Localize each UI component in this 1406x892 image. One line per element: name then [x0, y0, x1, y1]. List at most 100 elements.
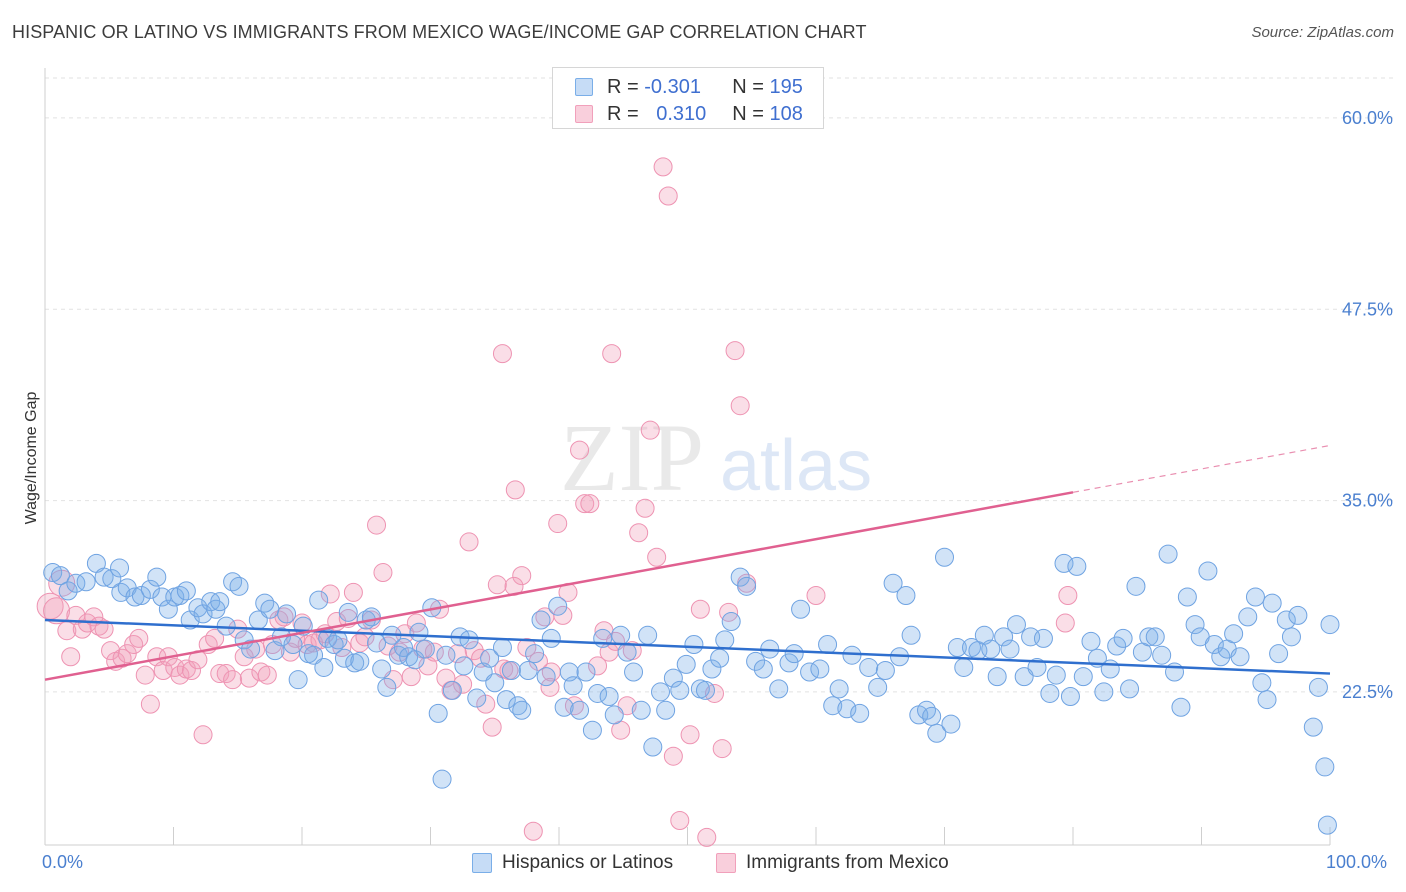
- point-immigrants-from-mexico: [140, 694, 160, 714]
- point-immigrants-from-mexico: [487, 575, 507, 595]
- point-hispanics-or-latinos: [1094, 682, 1114, 702]
- point-immigrants-from-mexico: [1055, 613, 1075, 633]
- point-hispanics-or-latinos: [1198, 561, 1218, 581]
- legend-r-label: R =: [607, 75, 639, 98]
- point-hispanics-or-latinos: [255, 593, 275, 613]
- point-hispanics-or-latinos: [676, 654, 696, 674]
- point-hispanics-or-latinos: [1177, 587, 1197, 607]
- point-hispanics-or-latinos: [582, 720, 602, 740]
- legend-item-mexico[interactable]: Immigrants from Mexico: [716, 852, 949, 874]
- point-hispanics-or-latinos: [800, 662, 820, 682]
- point-immigrants-from-mexico: [124, 634, 144, 654]
- point-hispanics-or-latinos: [1120, 679, 1140, 699]
- point-hispanics-or-latinos: [810, 659, 830, 679]
- point-immigrants-from-mexico: [43, 597, 71, 625]
- point-hispanics-or-latinos: [1054, 553, 1074, 573]
- point-hispanics-or-latinos: [837, 699, 857, 719]
- point-hispanics-or-latinos: [1081, 631, 1101, 651]
- point-hispanics-or-latinos: [576, 662, 596, 682]
- point-hispanics-or-latinos: [702, 659, 722, 679]
- point-immigrants-from-mexico: [436, 668, 456, 688]
- point-hispanics-or-latinos: [277, 604, 297, 624]
- legend-swatch-pink: [716, 853, 736, 873]
- point-immigrants-from-mexico: [602, 344, 622, 364]
- point-hispanics-or-latinos: [496, 690, 516, 710]
- point-hispanics-or-latinos: [1158, 544, 1178, 564]
- source-label: Source: ZipAtlas.com: [1251, 24, 1394, 41]
- point-hispanics-or-latinos: [50, 566, 70, 586]
- point-immigrants-from-mexico: [193, 725, 213, 745]
- legend-row-hispanics: R = -0.301 N = 195: [575, 74, 803, 100]
- x-tick-min: 0.0%: [42, 852, 84, 872]
- point-hispanics-or-latinos: [670, 680, 690, 700]
- point-hispanics-or-latinos: [193, 604, 213, 624]
- point-hispanics-or-latinos: [459, 630, 479, 650]
- point-hispanics-or-latinos: [883, 573, 903, 593]
- point-hispanics-or-latinos: [1107, 636, 1127, 656]
- point-hispanics-or-latinos: [1126, 576, 1146, 596]
- point-hispanics-or-latinos: [102, 569, 122, 589]
- point-immigrants-from-mexico: [210, 664, 230, 684]
- axes: [44, 68, 1331, 846]
- point-hispanics-or-latinos: [1238, 607, 1258, 627]
- point-hispanics-or-latinos: [1006, 615, 1026, 635]
- point-hispanics-or-latinos: [791, 599, 811, 619]
- legend-swatch-blue: [472, 853, 492, 873]
- point-hispanics-or-latinos: [1288, 605, 1308, 625]
- legend-row-mexico: R = 0.310 N = 108: [575, 101, 803, 127]
- point-hispanics-or-latinos: [994, 627, 1014, 647]
- point-hispanics-or-latinos: [1224, 624, 1244, 644]
- point-immigrants-from-mexico: [517, 638, 537, 658]
- point-hispanics-or-latinos: [947, 638, 967, 658]
- point-hispanics-or-latinos: [829, 679, 849, 699]
- point-hispanics-or-latinos: [1046, 665, 1066, 685]
- point-immigrants-from-mexico: [653, 157, 673, 177]
- point-hispanics-or-latinos: [1027, 657, 1047, 677]
- point-hispanics-or-latinos: [394, 638, 414, 658]
- point-immigrants-from-mexico: [129, 628, 149, 648]
- y-tick-label: 60.0%: [1342, 108, 1393, 128]
- point-hispanics-or-latinos: [432, 769, 452, 789]
- point-hispanics-or-latinos: [981, 639, 1001, 659]
- correlation-legend: R = -0.301 N = 195 R = 0.310 N = 108: [552, 67, 824, 129]
- chart-title: HISPANIC OR LATINO VS IMMIGRANTS FROM ME…: [12, 22, 867, 42]
- y-tick-labels: 22.5% 35.0% 47.5% 60.0%: [1342, 108, 1393, 702]
- point-immigrants-from-mexico: [523, 821, 543, 841]
- point-hispanics-or-latinos: [868, 677, 888, 697]
- point-hispanics-or-latinos: [1100, 659, 1120, 679]
- point-immigrants-from-mexico: [725, 341, 745, 361]
- point-immigrants-from-mexico: [234, 647, 254, 667]
- point-hispanics-or-latinos: [338, 602, 358, 622]
- point-hispanics-or-latinos: [518, 661, 538, 681]
- point-hispanics-or-latinos: [541, 628, 561, 648]
- point-hispanics-or-latinos: [1315, 757, 1335, 777]
- point-hispanics-or-latinos: [823, 696, 843, 716]
- point-hispanics-or-latinos: [158, 599, 178, 619]
- point-hispanics-or-latinos: [1113, 628, 1133, 648]
- point-hispanics-or-latinos: [501, 661, 521, 681]
- point-hispanics-or-latinos: [283, 634, 303, 654]
- point-hispanics-or-latinos: [638, 625, 658, 645]
- point-immigrants-from-mexico: [205, 628, 225, 648]
- point-immigrants-from-mexico: [730, 396, 750, 416]
- point-hispanics-or-latinos: [784, 644, 804, 664]
- point-hispanics-or-latinos: [624, 662, 644, 682]
- point-hispanics-or-latinos: [1230, 647, 1250, 667]
- point-hispanics-or-latinos: [1060, 687, 1080, 707]
- point-hispanics-or-latinos: [695, 680, 715, 700]
- point-hispanics-or-latinos: [377, 677, 397, 697]
- point-hispanics-or-latinos: [721, 612, 741, 632]
- legend-item-hispanics[interactable]: Hispanics or Latinos: [472, 852, 673, 874]
- point-hispanics-or-latinos: [1033, 628, 1053, 648]
- y-tick-label: 22.5%: [1342, 682, 1393, 702]
- point-hispanics-or-latinos: [842, 645, 862, 665]
- y-tick-label: 47.5%: [1342, 299, 1393, 319]
- point-immigrants-from-mexico: [580, 494, 600, 514]
- x-tick-max: 100.0%: [1326, 852, 1388, 872]
- legend-swatch-pink: [575, 105, 593, 123]
- point-hispanics-or-latinos: [1139, 627, 1159, 647]
- point-hispanics-or-latinos: [1040, 683, 1060, 703]
- point-hispanics-or-latinos: [730, 567, 750, 587]
- point-immigrants-from-mexico: [320, 584, 340, 604]
